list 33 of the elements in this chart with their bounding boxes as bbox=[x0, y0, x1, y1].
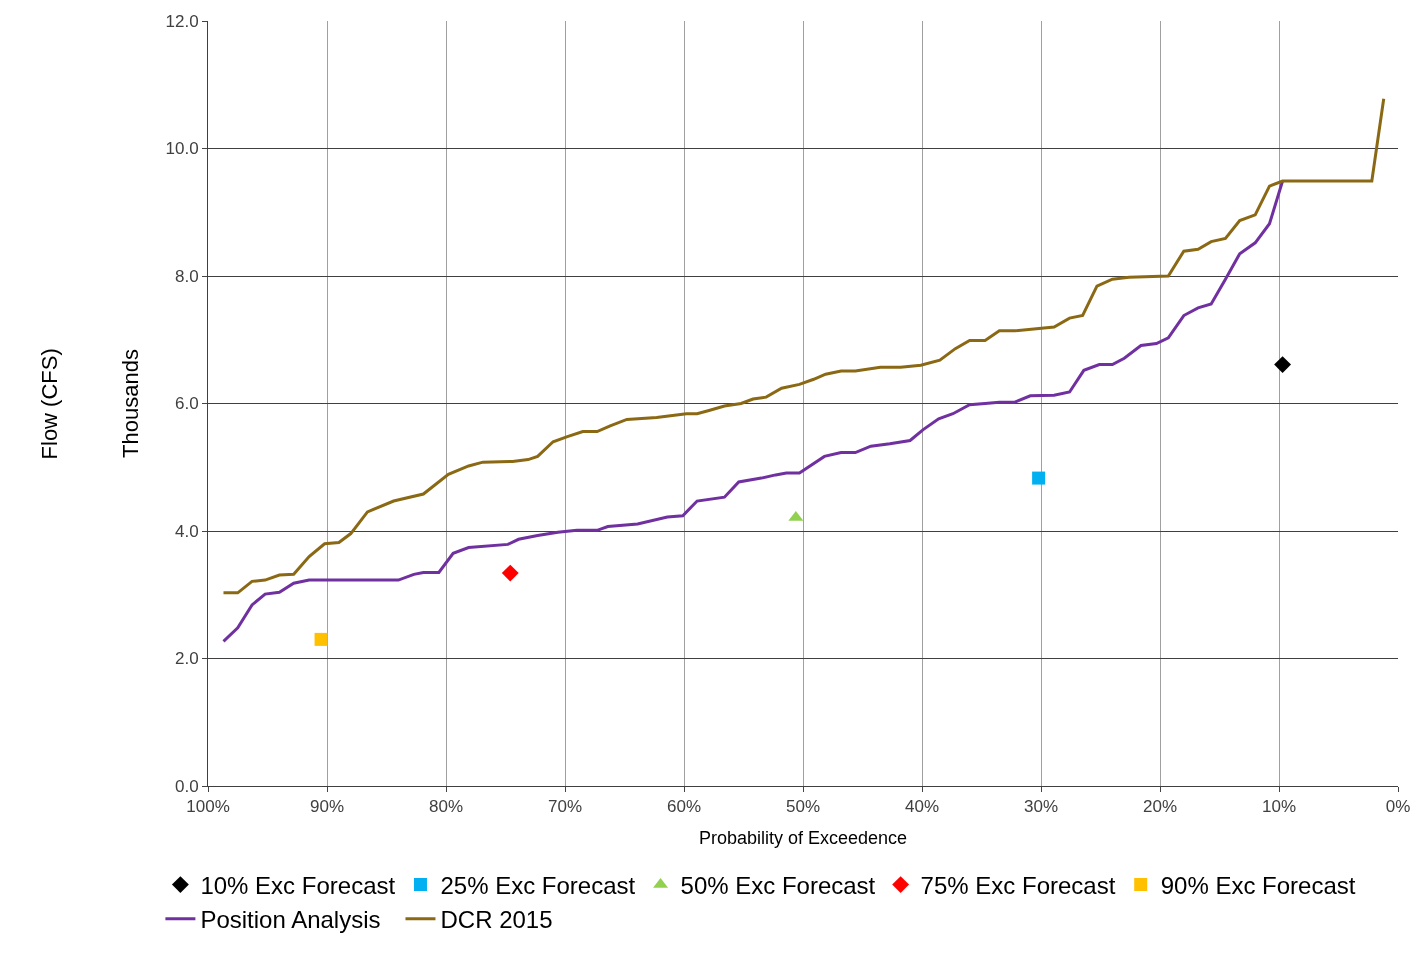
legend-label: 75% Exc Forecast bbox=[920, 871, 1116, 899]
point bbox=[314, 632, 328, 646]
legend-label: 10% Exc Forecast bbox=[200, 871, 396, 899]
y-tick-label: 10.0 bbox=[165, 139, 199, 159]
y-tick-label: 6.0 bbox=[174, 394, 199, 414]
text: Flow (CFS) bbox=[37, 348, 63, 460]
legend-label: 50% Exc Forecast bbox=[680, 871, 876, 899]
legend-label: 90% Exc Forecast bbox=[1160, 871, 1356, 899]
legend-label: 25% Exc Forecast bbox=[440, 871, 636, 899]
point bbox=[1032, 471, 1046, 485]
x-tick-label: 10% bbox=[1261, 797, 1297, 817]
line-series bbox=[221, 97, 1386, 595]
x-axis-title: Probability of Exceedence bbox=[698, 827, 908, 848]
x-tick-label: 100% bbox=[186, 797, 230, 817]
x-tick-label: 80% bbox=[428, 797, 464, 817]
x-tick-label: 40% bbox=[904, 797, 940, 817]
y-axis-title: Thousands bbox=[118, 349, 144, 458]
legend-label: DCR 2015 bbox=[440, 906, 553, 934]
y-tick-label: 4.0 bbox=[174, 521, 199, 541]
point bbox=[1274, 356, 1292, 374]
y-tick-label: 2.0 bbox=[174, 649, 199, 669]
y-tick-label: 8.0 bbox=[174, 266, 199, 286]
x-tick-label: 60% bbox=[666, 797, 702, 817]
legend-label: Position Analysis bbox=[200, 906, 381, 934]
x-tick-label: 70% bbox=[547, 797, 583, 817]
point bbox=[501, 564, 519, 582]
y-tick-label: 0.0 bbox=[174, 776, 199, 796]
y-tick-label: 12.0 bbox=[165, 11, 199, 31]
x-tick-label: 50% bbox=[785, 797, 821, 817]
x-tick-label: 20% bbox=[1142, 797, 1178, 817]
x-tick-label: 0% bbox=[1385, 797, 1411, 817]
x-tick-label: 90% bbox=[309, 797, 345, 817]
x-tick-label: 30% bbox=[1023, 797, 1059, 817]
